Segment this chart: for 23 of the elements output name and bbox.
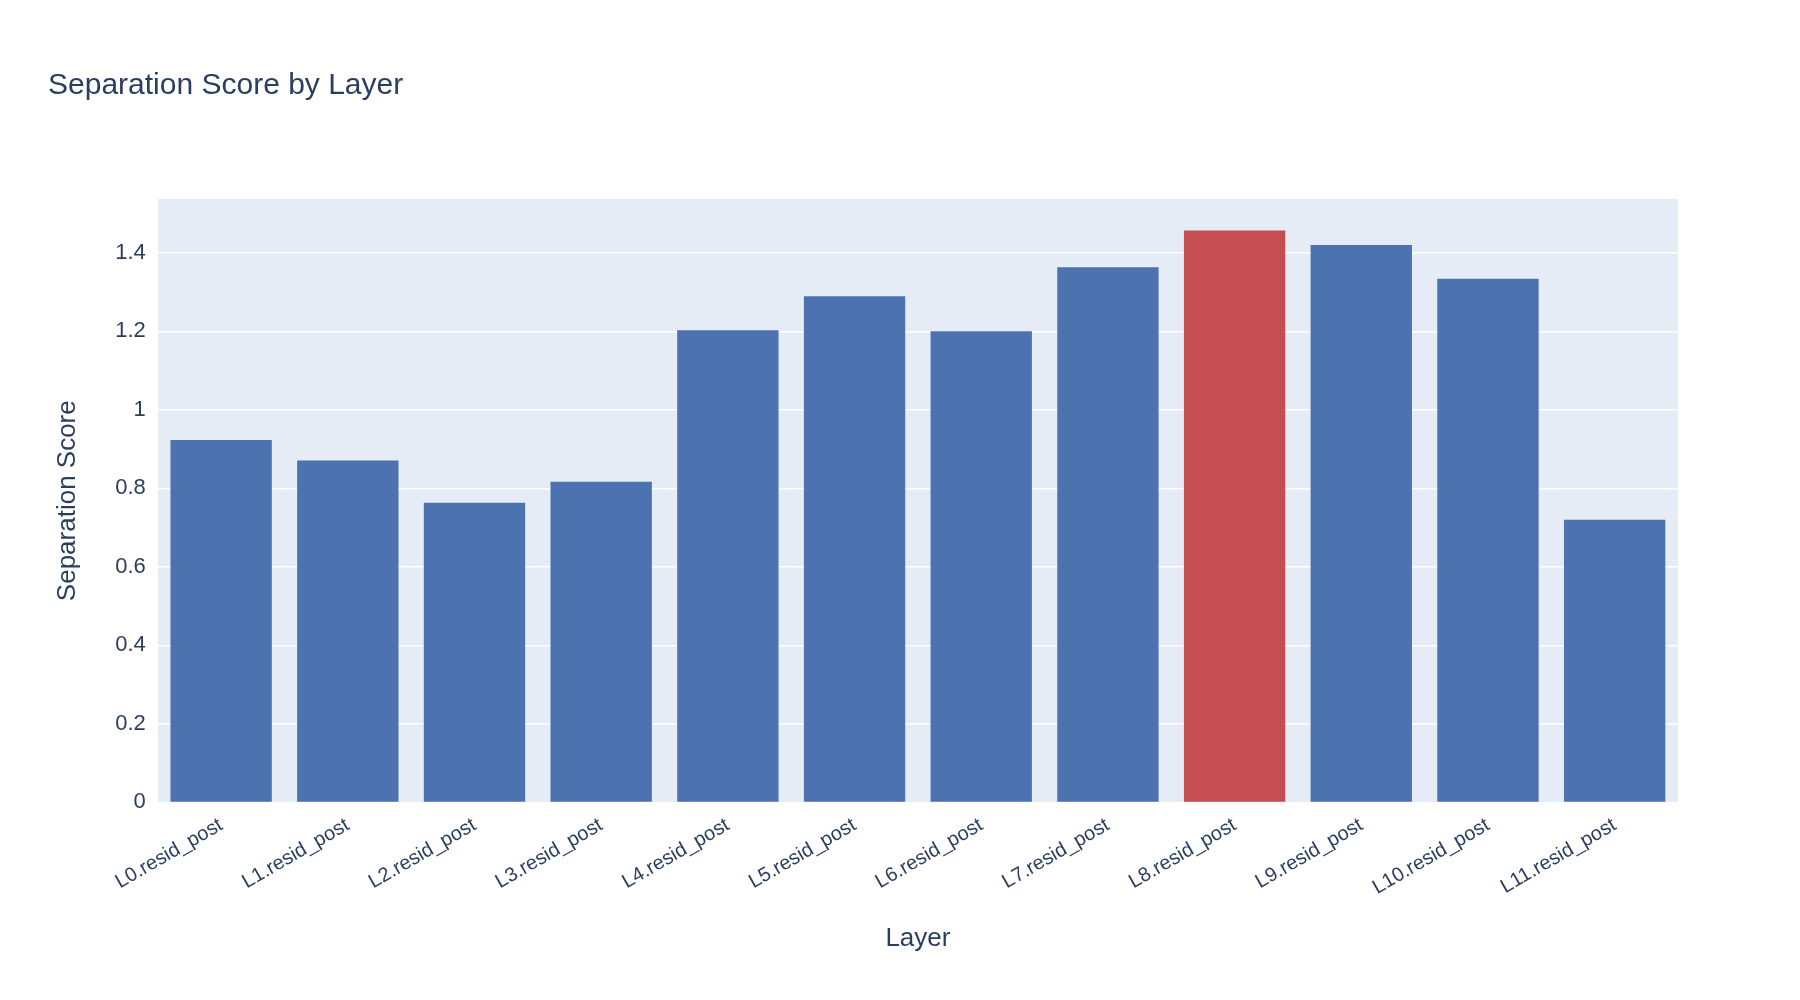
bar	[1437, 278, 1539, 802]
bar	[930, 331, 1032, 802]
y-tick-label: 0.8	[115, 474, 146, 500]
y-tick-label: 1.2	[115, 317, 146, 343]
bar	[170, 440, 272, 802]
bar	[677, 330, 779, 802]
bar	[1183, 230, 1286, 802]
bar	[1563, 519, 1666, 802]
y-tick-label: 0.4	[115, 631, 146, 657]
chart-title: Separation Score by Layer	[48, 67, 404, 101]
bar	[550, 481, 652, 802]
bar	[297, 460, 399, 802]
bar	[803, 296, 906, 802]
y-tick-label: 0	[133, 788, 146, 814]
bar	[423, 502, 526, 802]
y-tick-label: 0.2	[115, 709, 146, 735]
bar	[1057, 267, 1159, 802]
x-axis-title: Layer	[885, 921, 951, 952]
y-tick-label: 0.6	[115, 552, 146, 578]
y-axis-title: Separation Score	[50, 400, 81, 602]
y-tick-label: 1	[133, 395, 146, 421]
bar	[1310, 244, 1412, 802]
y-tick-label: 1.4	[115, 238, 146, 264]
